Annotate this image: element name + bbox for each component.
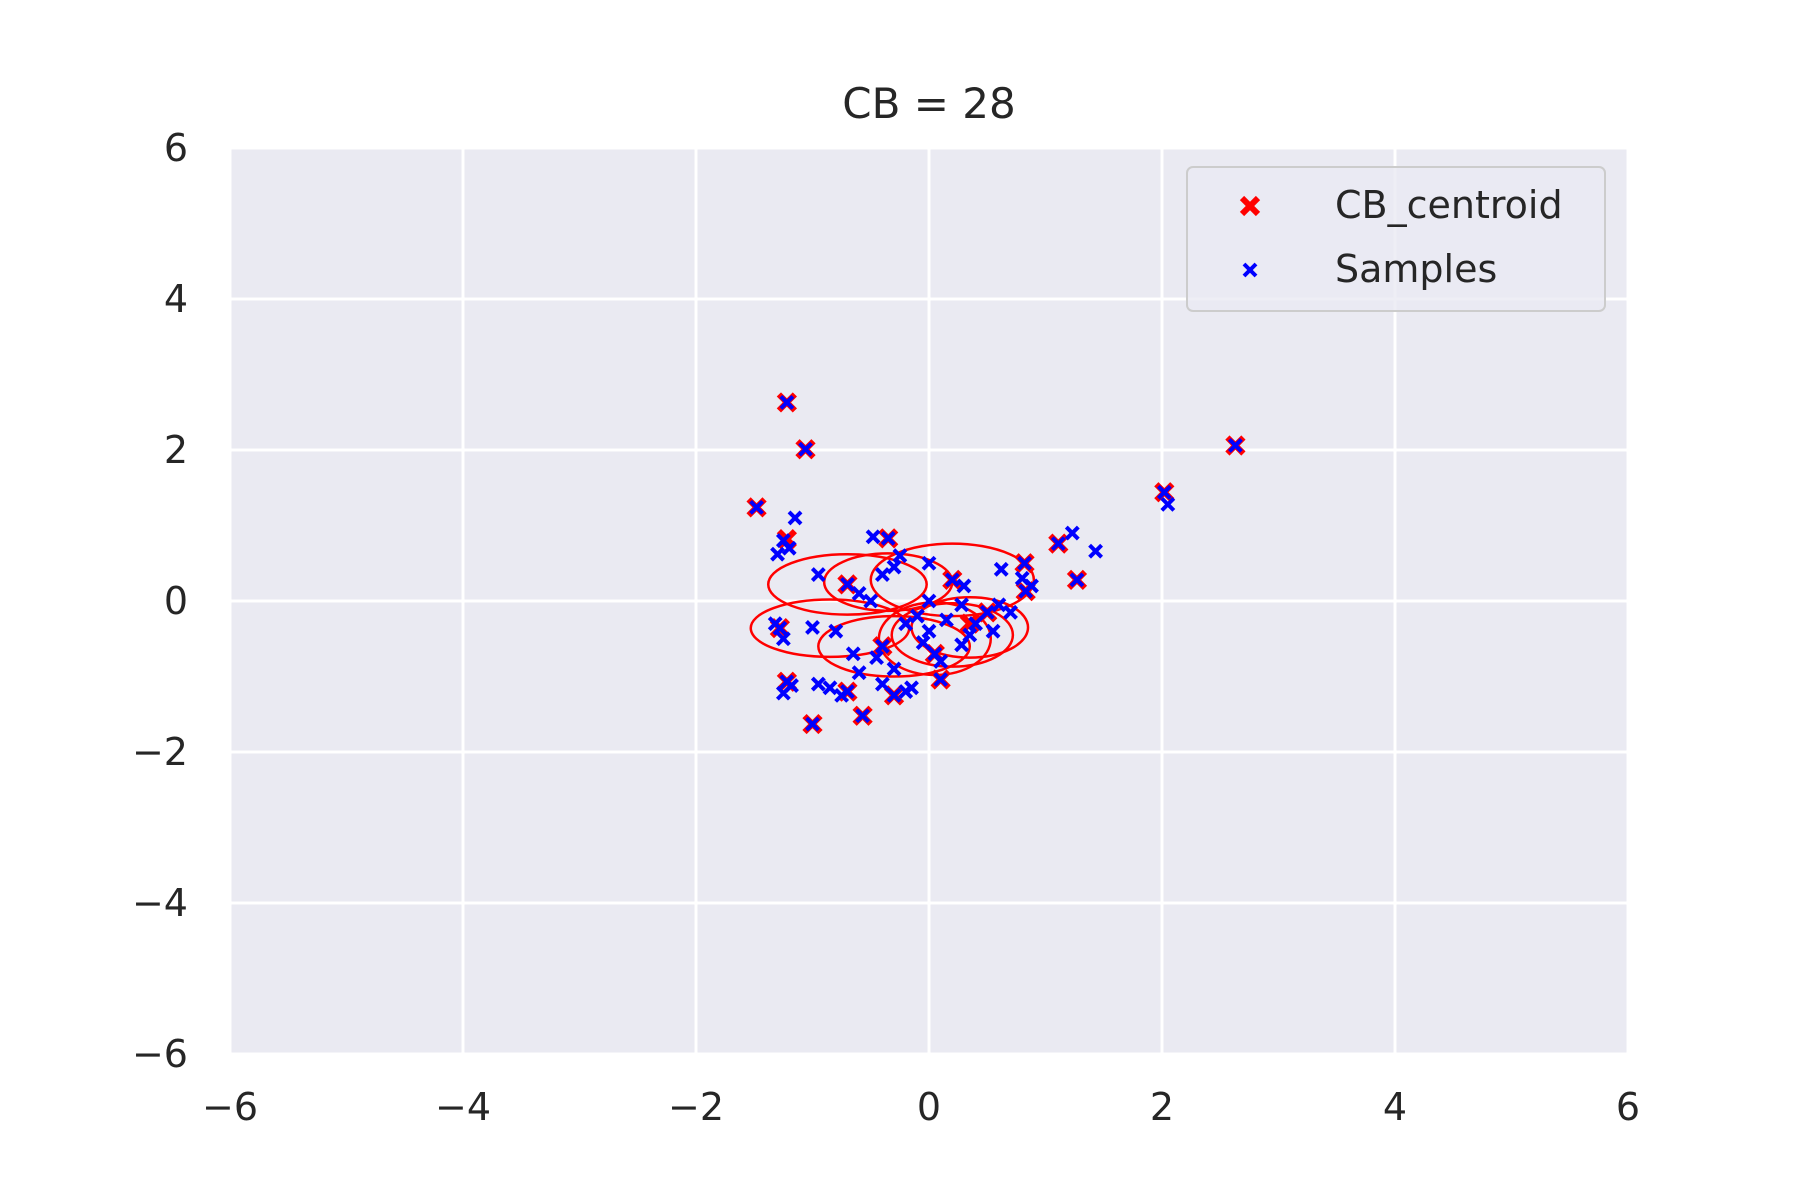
sample-point <box>979 604 995 620</box>
y-tick-label: 6 <box>164 126 188 170</box>
y-tick-label: 4 <box>164 277 188 321</box>
legend-marker-samples <box>1242 262 1258 278</box>
sample-point <box>874 567 890 582</box>
sample-point <box>805 620 820 635</box>
sample-point <box>874 676 890 692</box>
sample-point <box>886 661 902 677</box>
cluster-ellipse <box>817 614 972 678</box>
sample-point <box>863 593 879 609</box>
sample-point <box>909 608 925 624</box>
y-tick-labels: 6 4 2 0 −2 −4 −6 <box>132 126 188 1076</box>
sample-point <box>770 546 785 562</box>
legend-box <box>1186 166 1606 312</box>
sample-point <box>834 687 850 703</box>
sample-point <box>845 646 861 662</box>
sample-point <box>956 578 972 594</box>
legend-x-centroid <box>1239 195 1261 217</box>
x-tick-label: −6 <box>202 1085 258 1129</box>
legend-label-centroid: CB_centroid <box>1335 183 1563 227</box>
sample-point <box>784 678 799 693</box>
x-tick-label: −4 <box>435 1085 491 1129</box>
sample-point <box>828 623 844 639</box>
y-tick-label: −6 <box>132 1032 188 1076</box>
x-tick-label: 4 <box>1383 1085 1407 1129</box>
sample-point <box>927 646 943 662</box>
sample-point <box>904 680 919 696</box>
y-tick-label: 0 <box>164 579 188 623</box>
sample-point <box>915 635 931 650</box>
sample-point <box>933 672 949 687</box>
sample-point <box>865 529 881 545</box>
sample-point <box>775 631 791 647</box>
legend-marker-centroid <box>1239 195 1261 217</box>
sample-point <box>892 548 908 564</box>
x-tick-labels: −6 −4 −2 0 2 4 6 <box>202 1085 1640 1129</box>
sample-point <box>1227 438 1243 453</box>
sample-point <box>874 638 890 654</box>
sample-point <box>805 716 820 732</box>
sample-point <box>1017 555 1032 571</box>
sample-point <box>921 593 937 609</box>
sample-point <box>954 597 970 613</box>
sample-point <box>810 676 826 692</box>
sample-point <box>1050 536 1066 552</box>
sample-point <box>1003 604 1018 620</box>
sample-point <box>985 623 1001 639</box>
legend-x-samples <box>1242 262 1258 278</box>
sample-point <box>1160 496 1176 512</box>
sample-point <box>1018 583 1034 599</box>
sample-point <box>993 561 1009 577</box>
sample-point <box>1064 525 1080 541</box>
sample-point <box>880 530 896 546</box>
sample-point <box>968 616 984 632</box>
x-tick-label: 2 <box>1150 1085 1174 1129</box>
sample-point <box>810 567 826 582</box>
sample-point <box>767 616 783 632</box>
sample-point <box>954 637 970 653</box>
sample-point <box>886 559 902 575</box>
legend: CB_centroid Samples <box>1186 166 1606 312</box>
sample-point <box>939 612 954 628</box>
sample-point <box>1014 570 1030 586</box>
sample-point <box>851 665 867 681</box>
sample-point <box>921 555 937 571</box>
sample-point <box>1088 543 1104 559</box>
sample-point <box>779 395 795 410</box>
sample-point <box>822 680 838 696</box>
y-tick-label: 2 <box>164 428 188 472</box>
sample-point <box>869 650 884 666</box>
y-tick-label: −2 <box>132 730 188 774</box>
sample-point <box>898 616 914 632</box>
points <box>746 392 1246 735</box>
sample-point <box>991 597 1007 613</box>
y-tick-label: −4 <box>132 881 188 925</box>
x-tick-label: −2 <box>668 1085 724 1129</box>
cluster-ellipse <box>890 602 1015 668</box>
x-tick-label: 6 <box>1616 1085 1640 1129</box>
sample-point <box>749 499 764 515</box>
sample-point <box>1156 484 1172 500</box>
chart-title: CB = 28 <box>842 79 1015 128</box>
sample-point <box>921 623 937 639</box>
sample-point <box>781 540 797 556</box>
sample-point <box>851 586 867 601</box>
cluster-ellipse <box>766 552 928 616</box>
sample-point <box>886 687 902 703</box>
sample-point <box>798 441 813 457</box>
sample-point <box>840 576 855 592</box>
sample-point <box>1069 572 1085 588</box>
x-tick-label: 0 <box>917 1085 941 1129</box>
legend-label-samples: Samples <box>1335 247 1497 291</box>
sample-point <box>787 510 803 526</box>
sample-point <box>855 708 871 724</box>
sample-point <box>944 572 960 588</box>
